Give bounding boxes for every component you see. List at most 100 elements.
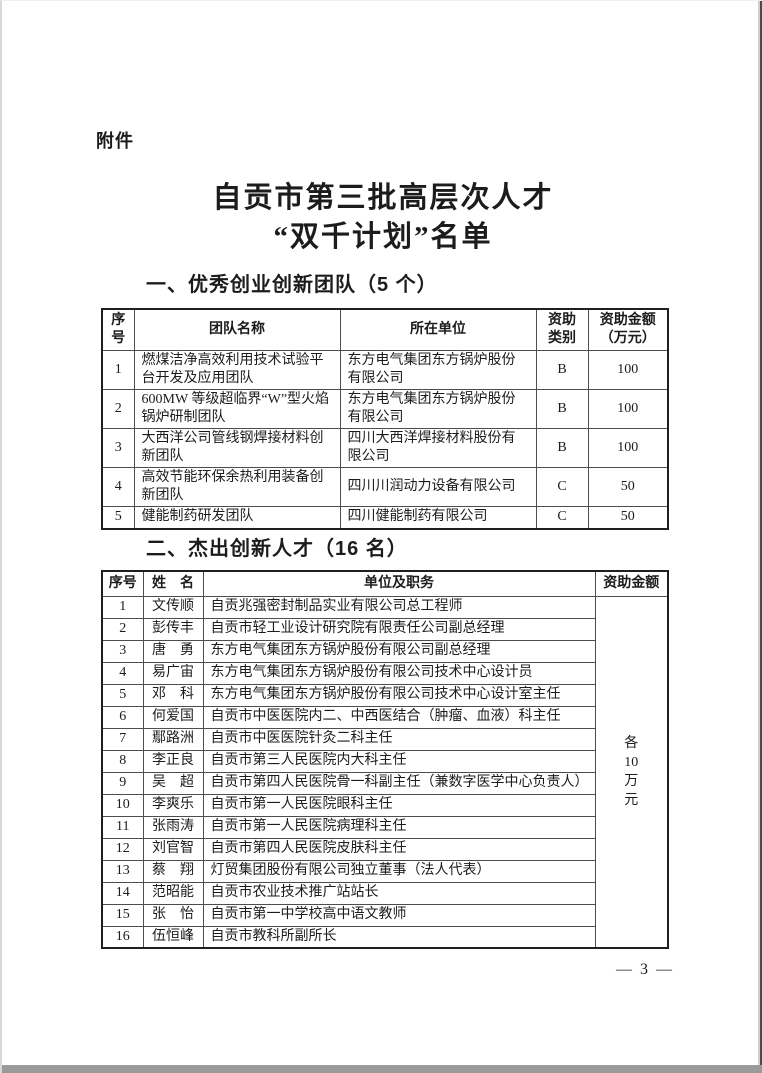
cell-job: 自贡市农业技术推广站站长 (202, 881, 596, 905)
cell-job: 自贡市教科所副所长 (202, 925, 596, 949)
cell-category: B (535, 388, 589, 429)
cell-name: 易广宙 (142, 661, 204, 685)
teams-table-header-row: 序 号 团队名称 所在单位 资助 类别 资助金额 （万元） (101, 308, 669, 351)
cell-name: 张雨涛 (142, 815, 204, 839)
table-row: 1 燃煤洁净高效利用技术试验平台开发及应用团队 东方电气集团东方锅炉股份有限公司… (101, 349, 669, 390)
cell-name: 鄢路洲 (142, 727, 204, 751)
document-title: 自贡市第三批高层次人才 “双千计划”名单 (2, 179, 762, 257)
cell-name: 吴 超 (142, 771, 204, 795)
header-index: 序号 (101, 570, 144, 597)
cell-index: 9 (101, 771, 144, 795)
cell-name: 文传顺 (142, 595, 204, 619)
cell-name: 刘官智 (142, 837, 204, 861)
cell-amount: 100 (587, 388, 669, 429)
table-row: 5 健能制药研发团队 四川健能制药有限公司 C 50 (101, 505, 669, 530)
talents-table: 序号 姓 名 单位及职务 资助金额 1 文传顺 自贡兆强密封制品实业有限公司总工… (101, 570, 669, 949)
talents-table-header-row: 序号 姓 名 单位及职务 资助金额 (101, 570, 669, 597)
cell-category: B (535, 349, 589, 390)
cell-category: C (535, 466, 589, 507)
cell-job: 自贡市中医医院针灸二科主任 (202, 727, 596, 751)
cell-name: 邓 科 (142, 683, 204, 707)
cell-index: 3 (101, 639, 144, 663)
cell-job: 自贡市第三人民医院内大科主任 (202, 749, 596, 773)
cell-name: 李正良 (142, 749, 204, 773)
table-row: 4 易广宙 东方电气集团东方锅炉股份有限公司技术中心设计员 (101, 661, 668, 685)
cell-job: 自贡市第一人民医院病理科主任 (202, 815, 596, 839)
cell-org: 四川大西洋焊接材料股份有限公司 (339, 427, 537, 468)
cell-team: 健能制药研发团队 (133, 505, 341, 530)
cell-index: 11 (101, 815, 144, 839)
cell-index: 1 (101, 349, 135, 390)
cell-index: 4 (101, 466, 135, 507)
header-job: 单位及职务 (202, 570, 596, 597)
cell-name: 张 怡 (142, 903, 204, 927)
table-row: 3 大西洋公司管线钢焊接材料创新团队 四川大西洋焊接材料股份有限公司 B 100 (101, 427, 669, 468)
header-name: 姓 名 (142, 570, 204, 597)
scan-edge-right (758, 1, 762, 1073)
cell-index: 2 (101, 388, 135, 429)
cell-amount: 50 (587, 505, 669, 530)
table-row: 2 600MW 等级超临界“W”型火焰锅炉研制团队 东方电气集团东方锅炉股份有限… (101, 388, 669, 429)
header-index: 序 号 (101, 308, 135, 351)
cell-name: 彭传丰 (142, 617, 204, 641)
cell-job: 自贡市第一中学校高中语文教师 (202, 903, 596, 927)
cell-team: 600MW 等级超临界“W”型火焰锅炉研制团队 (133, 388, 341, 429)
cell-index: 5 (101, 683, 144, 707)
cell-team: 大西洋公司管线钢焊接材料创新团队 (133, 427, 341, 468)
table-row: 2 彭传丰 自贡市轻工业设计研究院有限责任公司副总经理 (101, 617, 668, 641)
table-row: 7 鄢路洲 自贡市中医医院针灸二科主任 (101, 727, 668, 751)
header-org: 所在单位 (339, 308, 537, 351)
table-row: 8 李正良 自贡市第三人民医院内大科主任 (101, 749, 668, 773)
cell-amount: 50 (587, 466, 669, 507)
cell-job: 自贡市中医医院内二、中西医结合（肿瘤、血液）科主任 (202, 705, 596, 729)
cell-name: 伍恒峰 (142, 925, 204, 949)
attachment-label: 附件 (96, 131, 134, 151)
table-row: 6 何爱国 自贡市中医医院内二、中西医结合（肿瘤、血液）科主任 (101, 705, 668, 729)
header-category: 资助 类别 (535, 308, 589, 351)
page-number: — 3 — (616, 961, 674, 978)
section2-heading: 二、杰出创新人才（16 名） (146, 538, 408, 560)
cell-index: 5 (101, 505, 135, 530)
cell-team: 高效节能环保余热利用装备创新团队 (133, 466, 341, 507)
table-row: 14 范昭能 自贡市农业技术推广站站长 (101, 881, 668, 905)
table-row: 11 张雨涛 自贡市第一人民医院病理科主任 (101, 815, 668, 839)
cell-amount: 100 (587, 349, 669, 390)
table-row: 3 唐 勇 东方电气集团东方锅炉股份有限公司副总经理 (101, 639, 668, 663)
document-title-line2: “双千计划”名单 (273, 221, 493, 253)
cell-index: 3 (101, 427, 135, 468)
cell-team: 燃煤洁净高效利用技术试验平台开发及应用团队 (133, 349, 341, 390)
cell-job: 自贡市第四人民医院皮肤科主任 (202, 837, 596, 861)
header-amount: 资助金额 (594, 570, 669, 597)
cell-job: 自贡市第一人民医院眼科主任 (202, 793, 596, 817)
cell-job: 东方电气集团东方锅炉股份有限公司技术中心设计室主任 (202, 683, 596, 707)
cell-index: 14 (101, 881, 144, 905)
cell-index: 6 (101, 705, 144, 729)
cell-amount: 100 (587, 427, 669, 468)
table-row: 15 张 怡 自贡市第一中学校高中语文教师 (101, 903, 668, 927)
table-row: 5 邓 科 东方电气集团东方锅炉股份有限公司技术中心设计室主任 (101, 683, 668, 707)
cell-job: 自贡市轻工业设计研究院有限责任公司副总经理 (202, 617, 596, 641)
cell-index: 2 (101, 617, 144, 641)
cell-org: 四川川润动力设备有限公司 (339, 466, 537, 507)
table-row: 16 伍恒峰 自贡市教科所副所长 (101, 925, 668, 949)
cell-job: 自贡兆强密封制品实业有限公司总工程师 (202, 595, 596, 619)
document-title-line1: 自贡市第三批高层次人才 (212, 182, 554, 214)
cell-index: 12 (101, 837, 144, 861)
cell-job: 东方电气集团东方锅炉股份有限公司副总经理 (202, 639, 596, 663)
cell-org: 东方电气集团东方锅炉股份有限公司 (339, 349, 537, 390)
cell-index: 4 (101, 661, 144, 685)
cell-job: 灯贸集团股份有限公司独立董事（法人代表） (202, 859, 596, 883)
header-amount: 资助金额 （万元） (587, 308, 669, 351)
cell-name: 蔡 翔 (142, 859, 204, 883)
cell-name: 范昭能 (142, 881, 204, 905)
table-row: 1 文传顺 自贡兆强密封制品实业有限公司总工程师 各 10 万 元 (101, 595, 669, 949)
cell-org: 东方电气集团东方锅炉股份有限公司 (339, 388, 537, 429)
table-row: 12 刘官智 自贡市第四人民医院皮肤科主任 (101, 837, 668, 861)
cell-index: 16 (101, 925, 144, 949)
section1-heading: 一、优秀创业创新团队（5 个） (146, 274, 438, 296)
cell-index: 1 (101, 595, 144, 619)
cell-org: 四川健能制药有限公司 (339, 505, 537, 530)
cell-index: 10 (101, 793, 144, 817)
cell-name: 李爽乐 (142, 793, 204, 817)
